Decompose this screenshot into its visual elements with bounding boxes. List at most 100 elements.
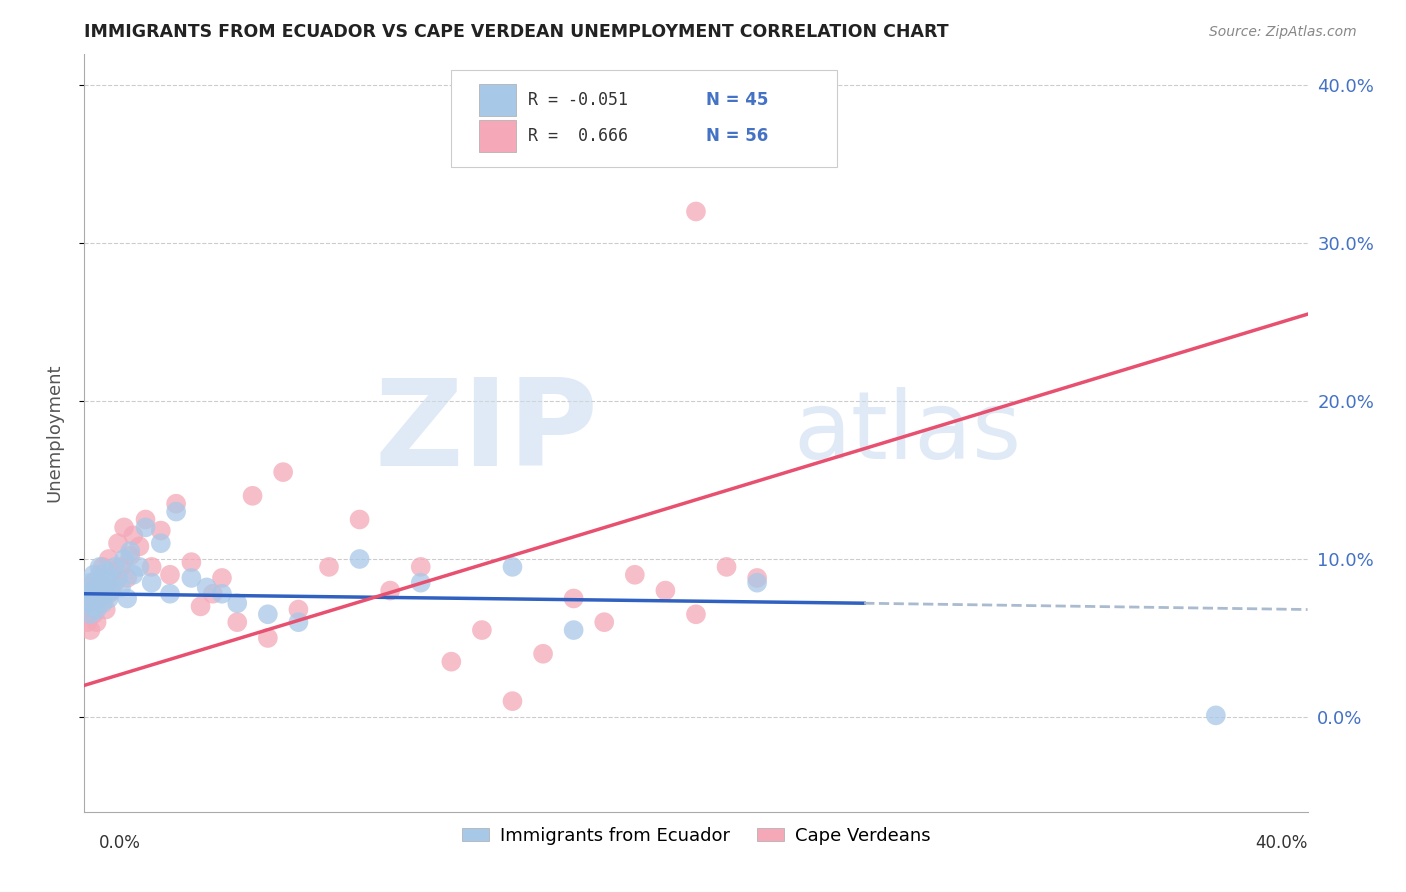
- Point: [318, 560, 340, 574]
- Text: ZIP: ZIP: [374, 374, 598, 491]
- Point: [593, 615, 616, 630]
- Point: [531, 647, 554, 661]
- Point: [91, 596, 114, 610]
- Point: [76, 615, 98, 630]
- Point: [115, 591, 138, 606]
- Point: [159, 587, 181, 601]
- Point: [287, 602, 309, 616]
- Point: [94, 571, 117, 585]
- Point: [83, 599, 105, 614]
- Point: [149, 524, 172, 538]
- Text: 40.0%: 40.0%: [1256, 834, 1308, 852]
- Text: N = 56: N = 56: [706, 128, 768, 145]
- Point: [89, 567, 111, 582]
- Point: [211, 571, 233, 585]
- Point: [112, 520, 135, 534]
- Point: [502, 694, 524, 708]
- Point: [122, 567, 145, 582]
- Point: [89, 571, 111, 585]
- Text: N = 45: N = 45: [706, 91, 768, 109]
- Point: [101, 583, 124, 598]
- Point: [79, 607, 101, 622]
- Point: [135, 512, 157, 526]
- Point: [89, 596, 111, 610]
- Point: [165, 497, 187, 511]
- Point: [271, 465, 294, 479]
- Point: [685, 204, 707, 219]
- Point: [128, 539, 150, 553]
- Point: [76, 599, 98, 614]
- Point: [287, 615, 309, 630]
- Point: [471, 623, 494, 637]
- Point: [104, 560, 127, 574]
- Y-axis label: Unemployment: Unemployment: [45, 363, 63, 502]
- Text: 0.0%: 0.0%: [98, 834, 141, 852]
- Point: [91, 560, 114, 574]
- Point: [97, 587, 120, 601]
- Point: [115, 571, 138, 585]
- Point: [83, 575, 105, 590]
- Point: [654, 583, 676, 598]
- Point: [128, 560, 150, 574]
- Point: [226, 596, 249, 610]
- Point: [101, 565, 124, 579]
- Point: [409, 560, 432, 574]
- Point: [104, 575, 127, 590]
- Point: [562, 623, 585, 637]
- Point: [107, 571, 129, 585]
- Point: [135, 520, 157, 534]
- Point: [91, 579, 114, 593]
- Point: [76, 587, 98, 601]
- Point: [97, 573, 120, 587]
- Point: [79, 623, 101, 637]
- Point: [79, 583, 101, 598]
- Point: [110, 581, 132, 595]
- Point: [97, 591, 120, 606]
- Legend: Immigrants from Ecuador, Cape Verdeans: Immigrants from Ecuador, Cape Verdeans: [454, 820, 938, 852]
- Point: [89, 560, 111, 574]
- Point: [349, 512, 371, 526]
- Point: [159, 567, 181, 582]
- FancyBboxPatch shape: [479, 84, 516, 116]
- Point: [120, 549, 142, 563]
- Point: [349, 552, 371, 566]
- Point: [141, 575, 163, 590]
- Point: [110, 560, 132, 574]
- FancyBboxPatch shape: [479, 120, 516, 153]
- Point: [562, 591, 585, 606]
- Point: [190, 599, 212, 614]
- Point: [97, 552, 120, 566]
- Text: R =  0.666: R = 0.666: [529, 128, 628, 145]
- Point: [120, 544, 142, 558]
- Point: [83, 607, 105, 622]
- Point: [409, 575, 432, 590]
- Text: Source: ZipAtlas.com: Source: ZipAtlas.com: [1209, 25, 1357, 39]
- Point: [79, 575, 101, 590]
- Point: [747, 575, 769, 590]
- Point: [76, 596, 98, 610]
- FancyBboxPatch shape: [451, 70, 837, 168]
- Point: [141, 560, 163, 574]
- Point: [86, 581, 108, 595]
- Point: [86, 615, 108, 630]
- Point: [165, 505, 187, 519]
- Point: [94, 565, 117, 579]
- Point: [86, 602, 108, 616]
- Point: [107, 536, 129, 550]
- Point: [201, 587, 224, 601]
- Point: [747, 571, 769, 585]
- Point: [180, 571, 202, 585]
- Point: [242, 489, 264, 503]
- Point: [122, 528, 145, 542]
- Point: [716, 560, 738, 574]
- Point: [89, 590, 111, 604]
- Point: [149, 536, 172, 550]
- Point: [83, 567, 105, 582]
- Point: [91, 581, 114, 595]
- Point: [380, 583, 402, 598]
- Point: [211, 587, 233, 601]
- Point: [502, 560, 524, 574]
- Text: IMMIGRANTS FROM ECUADOR VS CAPE VERDEAN UNEMPLOYMENT CORRELATION CHART: IMMIGRANTS FROM ECUADOR VS CAPE VERDEAN …: [84, 23, 949, 41]
- Point: [624, 567, 647, 582]
- Text: R = -0.051: R = -0.051: [529, 91, 628, 109]
